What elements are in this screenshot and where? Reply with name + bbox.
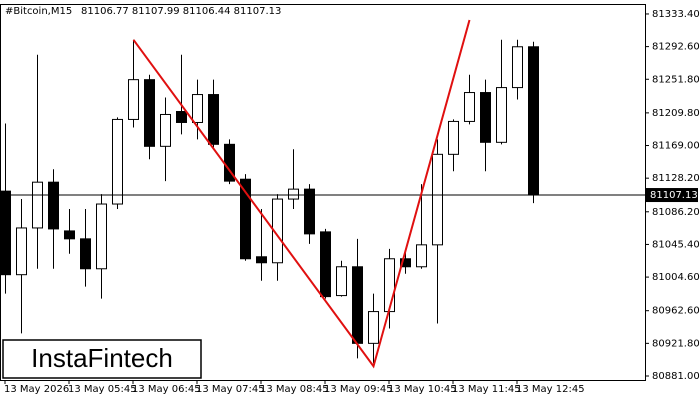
candle-body xyxy=(432,153,443,246)
candle-body xyxy=(16,227,27,276)
y-tick-label: 81209.80 xyxy=(652,108,700,119)
candle-body xyxy=(336,266,347,297)
x-tick-label: 13 May 07:45 xyxy=(196,384,265,395)
candle-body xyxy=(512,46,523,89)
candle-body xyxy=(352,266,363,344)
candle-body xyxy=(64,230,75,240)
pattern-line xyxy=(132,19,471,369)
candle-body xyxy=(176,111,187,123)
candle-body xyxy=(32,181,43,229)
candle-body xyxy=(448,120,459,155)
x-tick-label: 13 May 12:45 xyxy=(516,384,585,395)
y-tick-label: 81128.20 xyxy=(652,173,700,184)
candle-body xyxy=(496,87,507,143)
candle-body xyxy=(272,198,283,264)
x-tick-label: 13 May 09:45 xyxy=(324,384,393,395)
candle-body xyxy=(48,181,59,230)
candle-body xyxy=(144,79,155,147)
x-tick-label: 13 May 08:45 xyxy=(260,384,329,395)
candle-body xyxy=(320,231,331,298)
y-tick-label: 81004.60 xyxy=(652,272,700,283)
candle-body xyxy=(400,258,411,268)
candle-body xyxy=(112,118,123,205)
candle-body xyxy=(0,190,11,276)
logo: InstaFintech xyxy=(31,343,173,373)
candle-body xyxy=(80,238,91,270)
y-tick-label: 81169.00 xyxy=(652,141,700,152)
y-tick-label: 80962.60 xyxy=(652,306,700,317)
y-tick-label: 80921.80 xyxy=(652,338,700,349)
candle-body xyxy=(384,258,395,313)
candle-body xyxy=(304,188,315,235)
current-price-label: 81107.13 xyxy=(650,190,698,201)
candle-body xyxy=(288,188,299,200)
y-tick-label: 81086.20 xyxy=(652,207,700,218)
candle-body xyxy=(208,94,219,145)
y-tick-label: 81333.40 xyxy=(652,9,700,20)
y-tick-label: 81251.80 xyxy=(652,74,700,85)
candle-body xyxy=(464,92,475,122)
y-tick-label: 81045.40 xyxy=(652,239,700,250)
candle-body xyxy=(368,311,379,344)
candle-body xyxy=(96,203,107,270)
candle-body xyxy=(240,178,251,260)
x-tick-label: 13 May 11:45 xyxy=(452,384,521,395)
logo-box xyxy=(2,339,202,379)
current-price-box xyxy=(646,188,698,203)
candle-body xyxy=(160,113,171,147)
plot-frame xyxy=(0,4,646,381)
quote: 81106.77 81107.99 81106.44 81107.13 xyxy=(81,6,281,17)
candle-body xyxy=(416,244,427,268)
x-tick-label: 13 May 06:45 xyxy=(132,384,201,395)
x-tick-label: 13 May 10:45 xyxy=(388,384,457,395)
y-tick-label: 80881.00 xyxy=(652,371,700,382)
symbol: #Bitcoin,M15 xyxy=(5,6,72,17)
x-tick-label: 13 May 05:45 xyxy=(68,384,137,395)
candle-body xyxy=(128,79,139,120)
candle-body xyxy=(528,46,539,196)
candle-body xyxy=(256,256,267,264)
y-tick-label: 81292.60 xyxy=(652,42,700,53)
candle-body xyxy=(480,92,491,143)
candle-body xyxy=(192,94,203,123)
x-tick-label: 13 May 2026 xyxy=(4,384,69,395)
